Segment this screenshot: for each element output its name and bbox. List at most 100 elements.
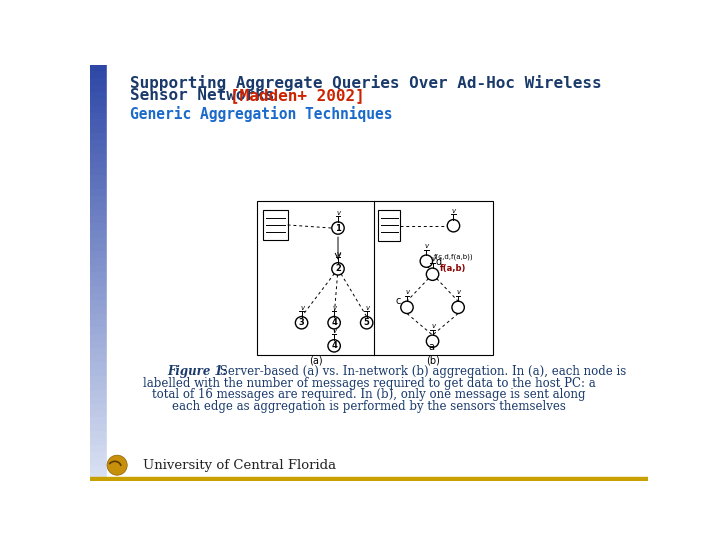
Bar (90, 438, 107, 447)
Bar (90, 217, 107, 225)
Bar (90, 341, 107, 350)
Bar (90, 140, 107, 148)
Ellipse shape (107, 455, 127, 475)
Bar (90, 383, 107, 391)
Bar (90, 154, 107, 163)
Text: v: v (456, 289, 461, 295)
Text: 3: 3 (299, 318, 305, 327)
Bar (90, 133, 107, 142)
Bar (90, 417, 107, 426)
Circle shape (426, 268, 438, 280)
Bar (90, 403, 107, 412)
Bar (90, 348, 107, 356)
Text: v: v (365, 305, 369, 310)
Bar (90, 286, 107, 294)
Bar (90, 424, 107, 433)
Bar (90, 106, 107, 114)
Bar (90, 314, 107, 322)
Text: v: v (431, 323, 435, 329)
Text: (a): (a) (309, 355, 323, 366)
Bar (263, 210, 287, 240)
Text: labelled with the number of messages required to get data to the host PC: a: labelled with the number of messages req… (143, 377, 595, 390)
Bar (90, 466, 107, 475)
Circle shape (401, 301, 413, 314)
Text: v: v (425, 243, 429, 249)
Text: v: v (336, 251, 341, 256)
Bar (90, 376, 107, 384)
Bar (90, 397, 107, 405)
Bar (90, 410, 107, 419)
Bar (90, 161, 107, 170)
Bar (90, 320, 107, 329)
Bar (90, 168, 107, 177)
Bar (90, 459, 107, 468)
Bar (90, 182, 107, 190)
Text: total of 16 messages are required. In (b), only one message is sent along: total of 16 messages are required. In (b… (152, 388, 586, 401)
Text: v: v (336, 210, 341, 216)
Text: [Madden+ 2002]: [Madden+ 2002] (230, 88, 364, 103)
Circle shape (332, 262, 344, 275)
Text: v: v (431, 256, 435, 262)
Bar (378, 210, 400, 241)
Bar (90, 293, 107, 301)
Bar (90, 279, 107, 287)
Bar (90, 119, 107, 128)
Bar (90, 85, 107, 93)
Text: Server-based (a) vs. In-network (b) aggregation. In (a), each node is: Server-based (a) vs. In-network (b) aggr… (215, 365, 626, 378)
Bar (90, 202, 107, 211)
Text: f(c,d,f(a,b)): f(c,d,f(a,b)) (434, 253, 474, 260)
Text: Sensor Networks: Sensor Networks (130, 88, 284, 103)
Bar (90, 224, 107, 232)
Bar (256, 201, 493, 355)
Bar (90, 265, 107, 273)
Bar (90, 300, 107, 308)
Text: v: v (333, 328, 337, 334)
Bar (90, 258, 107, 267)
Bar (90, 473, 107, 481)
Bar (90, 244, 107, 253)
Text: a: a (428, 342, 435, 353)
Bar (90, 175, 107, 184)
Bar (90, 231, 107, 239)
Text: v: v (452, 208, 456, 214)
Bar (90, 99, 107, 107)
Circle shape (332, 222, 344, 234)
Text: 2: 2 (335, 265, 341, 273)
Text: 5: 5 (364, 318, 369, 327)
Bar (90, 112, 107, 121)
Text: v: v (405, 289, 410, 295)
Bar (90, 78, 107, 86)
Bar (90, 251, 107, 260)
Text: each edge as aggregation is performed by the sensors themselves: each edge as aggregation is performed by… (172, 400, 566, 413)
Text: v: v (300, 305, 304, 310)
Circle shape (295, 316, 307, 329)
Bar (90, 355, 107, 363)
Text: Supporting Aggregate Queries Over Ad-Hoc Wireless: Supporting Aggregate Queries Over Ad-Hoc… (130, 75, 602, 91)
Bar (90, 189, 107, 197)
Text: 4: 4 (331, 341, 337, 350)
Bar (90, 362, 107, 370)
Bar (90, 369, 107, 377)
Text: (b): (b) (426, 355, 440, 366)
Bar (90, 452, 107, 461)
Circle shape (426, 335, 438, 347)
Text: v: v (333, 305, 337, 310)
Bar (90, 445, 107, 454)
Text: Figure 1:: Figure 1: (168, 365, 228, 378)
Bar (90, 64, 107, 72)
Bar (90, 210, 107, 218)
Circle shape (447, 220, 459, 232)
Text: University of Central Florida: University of Central Florida (143, 458, 336, 472)
Bar (90, 307, 107, 315)
Bar (90, 92, 107, 100)
Bar (90, 390, 107, 398)
Circle shape (420, 255, 433, 267)
Text: 4: 4 (331, 318, 337, 327)
Circle shape (328, 340, 341, 352)
Bar (90, 195, 107, 204)
Circle shape (361, 316, 373, 329)
Bar (90, 327, 107, 336)
Text: 1: 1 (335, 224, 341, 233)
Circle shape (328, 316, 341, 329)
Circle shape (452, 301, 464, 314)
